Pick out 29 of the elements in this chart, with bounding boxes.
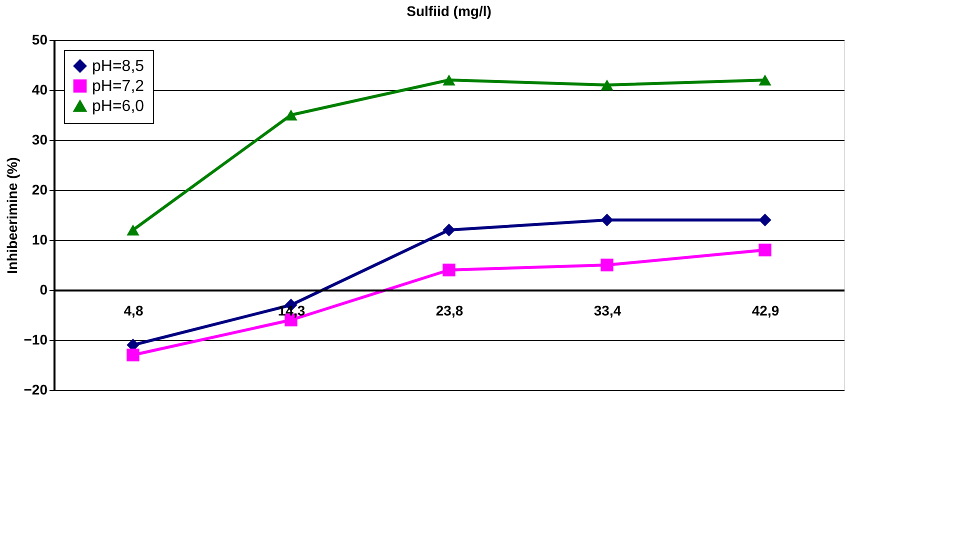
y-tick-label: 0: [40, 282, 48, 298]
point: [126, 224, 140, 236]
x-tick-label: 4,8: [124, 302, 144, 318]
point: [600, 80, 614, 90]
y-tick-label: 10: [32, 232, 48, 248]
legend-label: pH=7,2: [92, 78, 144, 95]
y-tick-label: 20: [32, 182, 48, 198]
point: [442, 74, 456, 86]
x-tick-label: 23,8: [436, 302, 464, 318]
x-tick-label: 42,9: [752, 302, 780, 318]
point: [758, 244, 772, 256]
y-tick-label: −20: [24, 382, 48, 398]
legend-label: pH=6,0: [92, 98, 144, 115]
y-axis-title: Inhibeerimine (%): [4, 157, 20, 274]
y-tick-label: −10: [24, 332, 48, 348]
point: [284, 110, 298, 120]
x-tick-label: 33,4: [594, 302, 622, 318]
y-tick-label: 30: [32, 132, 48, 148]
legend-label: pH=8,5: [92, 58, 144, 75]
chart-title: Sulfiid (mg/l): [406, 3, 492, 19]
point: [442, 264, 456, 276]
point: [442, 224, 456, 236]
point: [758, 214, 772, 226]
point: [600, 214, 614, 226]
point: [126, 348, 140, 362]
y-tick-label: 40: [32, 82, 48, 98]
point: [600, 258, 614, 272]
y-tick-label: 50: [32, 32, 48, 48]
point: [758, 74, 772, 86]
